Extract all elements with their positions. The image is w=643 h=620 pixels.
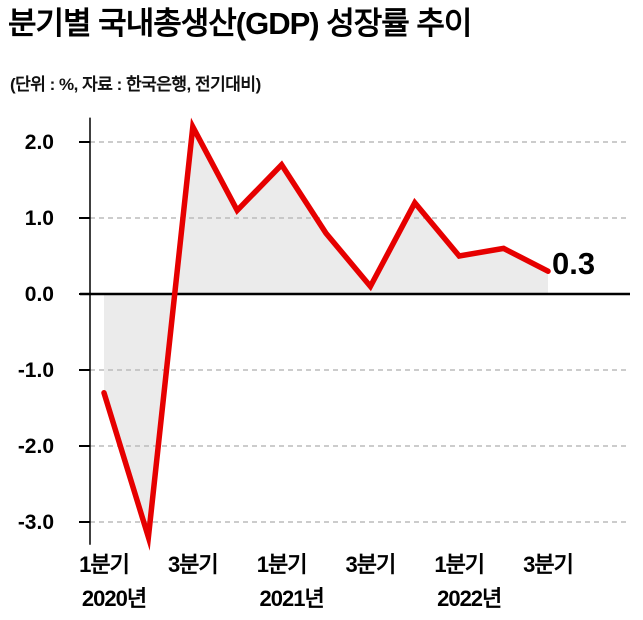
x-tick-label: 3분기: [168, 552, 218, 577]
y-tick-label: 1.0: [25, 207, 54, 230]
x-tick-label: 3분기: [346, 552, 396, 577]
x-tick-label: 1분기: [257, 552, 307, 577]
y-tick-label: -3.0: [18, 511, 54, 534]
y-tick-label: 2.0: [25, 131, 54, 154]
chart-subtitle: (단위 : %, 자료 : 한국은행, 전기대비): [10, 75, 261, 94]
x-year-label: 2022년: [437, 586, 501, 611]
x-tick-label: 3분기: [523, 552, 573, 577]
x-year-label: 2020년: [82, 586, 146, 611]
x-year-label: 2021년: [260, 586, 324, 611]
page-title: 분기별 국내총생산(GDP) 성장률 추이: [8, 6, 472, 41]
y-tick-label: -1.0: [18, 359, 54, 382]
last-value-label: 0.3: [552, 246, 596, 281]
x-tick-label: 1분기: [79, 552, 129, 577]
x-tick-label: 1분기: [434, 552, 484, 577]
gdp-line: [101, 117, 551, 551]
y-tick-label: -2.0: [18, 435, 54, 458]
y-tick-label: 0.0: [25, 283, 54, 306]
